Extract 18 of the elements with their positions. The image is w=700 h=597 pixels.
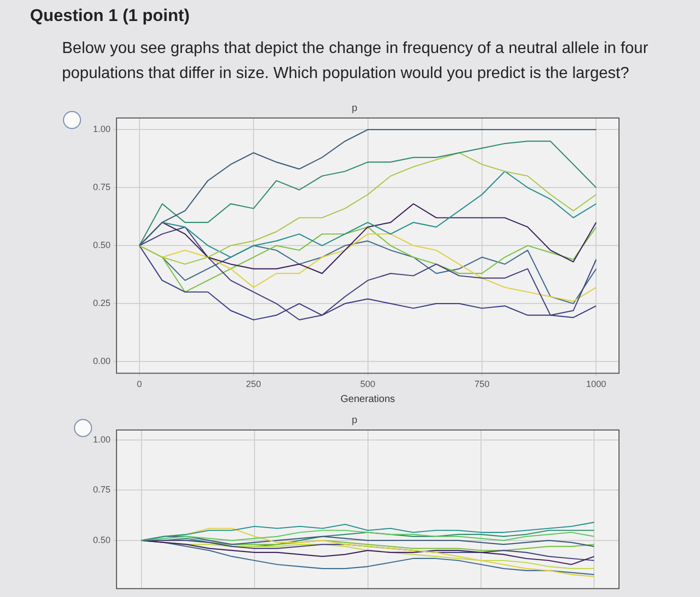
x-tick-label: 0 (136, 379, 142, 390)
y-tick-label: 1.00 (92, 124, 111, 134)
text: Below you see graphs that depict the change in frequency of a neutral allele in four populations that differ in size. Which population would you predict is the largest? (62, 39, 650, 84)
x-tick-label: 750 (474, 379, 490, 390)
x-tick-label: 500 (360, 379, 376, 390)
y-tick-label: 0.00 (92, 356, 111, 366)
chart-title: p (352, 414, 358, 426)
y-tick-label: 0.50 (92, 534, 111, 545)
y-tick-label: 0.75 (92, 182, 111, 192)
text: Question 1 (1 point) (30, 6, 190, 26)
x-tick-label: 1000 (586, 379, 606, 390)
chart-title: p (352, 102, 358, 114)
y-tick-label: 1.00 (92, 434, 111, 445)
x-tick-label: 250 (246, 379, 262, 390)
y-tick-label: 0.75 (92, 484, 111, 495)
x-axis-title: Generations (340, 394, 395, 405)
y-tick-label: 0.25 (92, 298, 111, 308)
y-tick-label: 0.50 (92, 240, 111, 250)
